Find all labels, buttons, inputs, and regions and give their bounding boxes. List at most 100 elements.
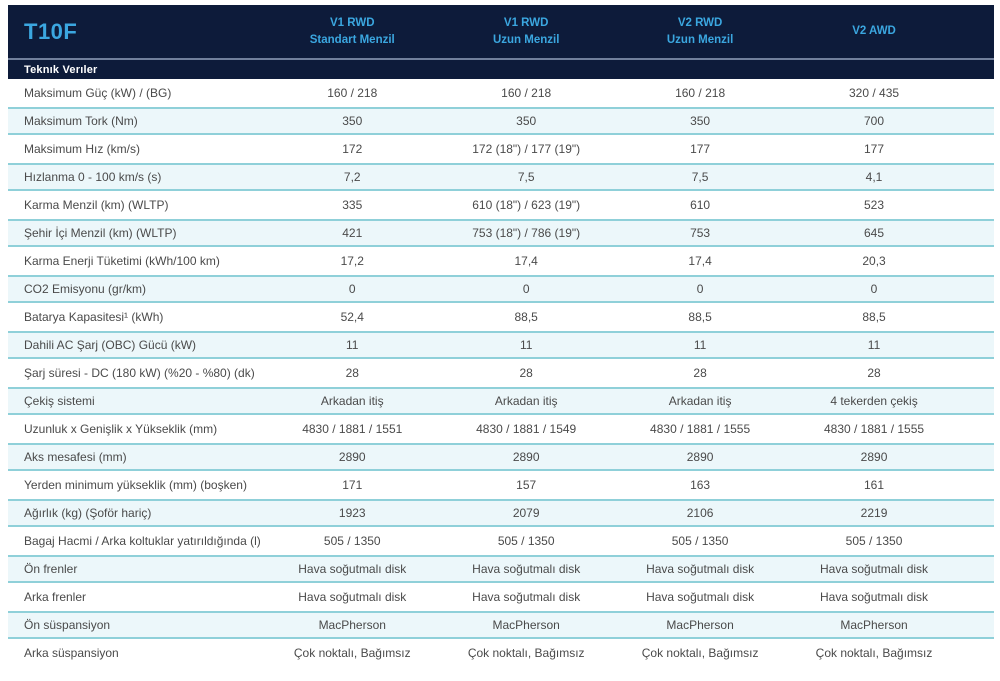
row-value: 160 / 218	[675, 86, 726, 100]
row-value: 4,1	[865, 170, 883, 184]
row-value: 7,5	[691, 170, 709, 184]
trim-name: V1 RWD	[503, 16, 549, 29]
table-header: T10F V1 RWD Standart Menzil V1 RWD Uzun …	[8, 5, 994, 79]
row-value: Hava soğutmalı disk	[298, 590, 407, 604]
row-value: 177	[864, 142, 885, 156]
row-value: Hava soğutmalı disk	[646, 590, 755, 604]
row-label: Çekiş sistemi	[24, 394, 95, 408]
row-label: Maksimum Hız (km/s)	[24, 142, 140, 156]
row-value: 700	[864, 114, 885, 128]
row-label: Dahili AC Şarj (OBC) Gücü (kW)	[24, 338, 197, 352]
row-value: 4830 / 1881 / 1555	[650, 422, 751, 436]
row-value: 753	[690, 226, 711, 240]
row-value: Çok noktalı, Bağımsız	[467, 646, 585, 660]
trim-name: V2 AWD	[852, 25, 896, 38]
table-row: Ağırlık (kg) (Şoför hariç) 1923 2079 210…	[8, 499, 994, 527]
row-value: Hava soğutmalı disk	[646, 562, 755, 576]
row-value: 2890	[338, 450, 366, 464]
row-value: Hava soğutmalı disk	[472, 590, 581, 604]
table-row: Çekiş sistemi Arkadan itiş Arkadan itiş …	[8, 387, 994, 415]
column-header-v2-rwd-uzun: V2 RWD Uzun Menzil	[613, 15, 787, 48]
table-row: Maksimum Güç (kW) / (BG) 160 / 218 160 /…	[8, 79, 994, 107]
model-title: T10F	[24, 18, 78, 44]
row-value: 28	[867, 366, 881, 380]
range-name: Standart Menzil	[309, 33, 395, 46]
row-value: 610	[690, 198, 711, 212]
row-value: Arkadan itiş	[494, 394, 558, 408]
row-value: Hava soğutmalı disk	[472, 562, 581, 576]
row-value: 2106	[686, 506, 714, 520]
row-value: 52,4	[340, 310, 364, 324]
row-value: 28	[693, 366, 707, 380]
row-value: 350	[516, 114, 537, 128]
table-row: Dahili AC Şarj (OBC) Gücü (kW) 11 11 11 …	[8, 331, 994, 359]
row-value: 88,5	[688, 310, 712, 324]
row-label: Karma Enerji Tüketimi (kWh/100 km)	[24, 254, 220, 268]
row-value: 0	[348, 282, 356, 296]
row-label: Karma Menzil (km) (WLTP)	[24, 198, 169, 212]
header-divider	[8, 58, 994, 60]
row-value: 753 (18") / 786 (19")	[472, 226, 581, 240]
table-row: Şarj süresi - DC (180 kW) (%20 - %80) (d…	[8, 359, 994, 387]
row-label: Arka frenler	[24, 590, 87, 604]
table-row: Yerden minimum yükseklik (mm) (boşken) 1…	[8, 471, 994, 499]
row-label: Ön frenler	[24, 562, 78, 576]
row-label: Şarj süresi - DC (180 kW) (%20 - %80) (d…	[24, 366, 255, 380]
row-value: 645	[864, 226, 885, 240]
row-label: Batarya Kapasitesi¹ (kWh)	[24, 310, 164, 324]
row-value: Arkadan itiş	[668, 394, 732, 408]
row-label: CO2 Emisyonu (gr/km)	[24, 282, 147, 296]
row-value: 161	[864, 478, 885, 492]
row-value: 177	[690, 142, 711, 156]
row-value: 4830 / 1881 / 1555	[823, 422, 925, 436]
table-row: Ön süspansiyon MacPherson MacPherson Mac…	[8, 611, 994, 639]
table-row: Hızlanma 0 - 100 km/s (s) 7,2 7,5 7,5 4,…	[8, 163, 994, 191]
row-value: 4 tekerden çekiş	[830, 394, 918, 408]
row-value: 610 (18") / 623 (19")	[472, 198, 581, 212]
row-value: Hava soğutmalı disk	[820, 562, 929, 576]
row-value: 17,4	[514, 254, 538, 268]
row-value: 505 / 1350	[671, 534, 729, 548]
row-value: 28	[345, 366, 359, 380]
trim-name: V1 RWD	[329, 16, 375, 29]
section-title: Teknık Verıler	[24, 63, 98, 76]
column-header-v2-awd: V2 AWD	[787, 23, 961, 40]
row-value: 350	[342, 114, 363, 128]
row-value: 160 / 218	[327, 86, 378, 100]
row-value: 4830 / 1881 / 1549	[476, 422, 577, 436]
row-value: 505 / 1350	[497, 534, 555, 548]
row-value: MacPherson	[666, 618, 734, 632]
row-value: 0	[696, 282, 704, 296]
table-row: Arka frenler Hava soğutmalı disk Hava so…	[8, 583, 994, 611]
row-value: 171	[342, 478, 363, 492]
row-value: 2079	[512, 506, 540, 520]
table-row: Ön frenler Hava soğutmalı disk Hava soğu…	[8, 555, 994, 583]
row-label: Yerden minimum yükseklik (mm) (boşken)	[24, 478, 247, 492]
row-value: 421	[342, 226, 363, 240]
row-label: Aks mesafesi (mm)	[24, 450, 127, 464]
row-label: Bagaj Hacmi / Arka koltuklar yatırıldığı…	[24, 534, 261, 548]
row-value: 17,2	[340, 254, 364, 268]
column-header-v1-rwd-standart: V1 RWD Standart Menzil	[265, 15, 439, 48]
row-value: MacPherson	[318, 618, 386, 632]
table-row: Batarya Kapasitesi¹ (kWh) 52,4 88,5 88,5…	[8, 303, 994, 331]
row-value: 7,2	[343, 170, 361, 184]
row-value: 20,3	[862, 254, 886, 268]
table-row: Karma Enerji Tüketimi (kWh/100 km) 17,2 …	[8, 247, 994, 275]
row-value: 11	[519, 338, 533, 352]
row-value: MacPherson	[492, 618, 560, 632]
row-label: Arka süspansiyon	[24, 646, 119, 660]
table-row: Karma Menzil (km) (WLTP) 335 610 (18") /…	[8, 191, 994, 219]
row-value: 172 (18") / 177 (19")	[472, 142, 581, 156]
row-value: 335	[342, 198, 363, 212]
table-row: Maksimum Tork (Nm) 350 350 350 700	[8, 107, 994, 135]
table-row: Maksimum Hız (km/s) 172 172 (18") / 177 …	[8, 135, 994, 163]
trim-name: V2 RWD	[677, 16, 723, 29]
row-value: Hava soğutmalı disk	[298, 562, 407, 576]
row-value: Çok noktalı, Bağımsız	[815, 646, 933, 660]
row-value: 11	[693, 338, 707, 352]
row-value: 320 / 435	[849, 86, 900, 100]
row-value: 88,5	[862, 310, 886, 324]
row-label: Hızlanma 0 - 100 km/s (s)	[24, 170, 162, 184]
row-label: Şehir İçi Menzil (km) (WLTP)	[24, 226, 177, 240]
